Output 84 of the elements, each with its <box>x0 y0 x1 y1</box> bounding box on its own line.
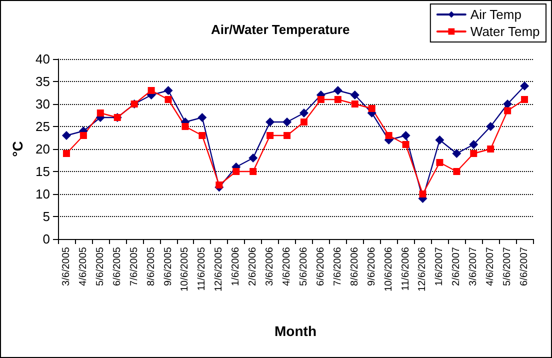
point <box>232 168 240 175</box>
point <box>487 146 494 152</box>
point <box>96 110 104 116</box>
x-tick-label: 10/6/2005 <box>180 246 191 292</box>
x-tick-label: 8/6/2006 <box>349 246 360 286</box>
x-tick-label: 9/6/2005 <box>162 246 174 286</box>
point <box>182 123 189 130</box>
x-tick-label: 7/6/2006 <box>332 246 344 286</box>
x-tick-label: 8/6/2005 <box>146 246 157 286</box>
point <box>198 113 207 122</box>
point <box>504 107 512 114</box>
point <box>80 132 87 139</box>
point <box>435 136 444 144</box>
point <box>266 132 274 139</box>
y-tick-label: 20 <box>36 142 50 156</box>
point <box>385 132 392 139</box>
chart-title: Air/Water Temperature <box>211 22 350 37</box>
y-tick-label: 30 <box>36 96 50 112</box>
point <box>300 118 308 126</box>
point <box>62 150 70 157</box>
point <box>284 132 291 139</box>
y-tick-label: 0 <box>42 232 50 246</box>
y-tick-label: 40 <box>36 52 50 66</box>
point <box>436 159 444 166</box>
x-tick-label: 2/6/2006 <box>248 246 259 286</box>
x-tick-label: 10/6/2006 <box>383 246 394 292</box>
x-tick-label: 7/6/2005 <box>128 246 140 286</box>
x-tick-label: 12/6/2005 <box>214 246 225 292</box>
point <box>317 96 324 103</box>
x-tick-label: 3/6/2005 <box>60 246 72 286</box>
x-tick-label: 5/6/2007 <box>502 246 514 286</box>
x-tick-label: 1/6/2006 <box>230 246 242 286</box>
point <box>62 131 71 140</box>
x-tick-label: 5/6/2006 <box>298 246 310 286</box>
y-tick-label: 10 <box>36 186 50 202</box>
point <box>452 149 462 158</box>
x-tick-label: 6/6/2005 <box>112 246 123 286</box>
point <box>334 96 342 103</box>
y-tick-label: 5 <box>42 209 50 224</box>
y-axis-title: °C <box>10 141 26 157</box>
point <box>266 118 275 126</box>
x-tick-label: 5/6/2005 <box>94 246 106 286</box>
point <box>486 122 496 131</box>
point <box>521 96 528 103</box>
point <box>164 96 172 103</box>
point <box>469 140 478 149</box>
point <box>333 86 342 95</box>
point <box>250 168 257 175</box>
y-tick-label: 35 <box>36 74 50 89</box>
point <box>351 100 358 108</box>
legend-label: Air Temp <box>470 7 522 22</box>
point <box>368 105 376 112</box>
point <box>216 182 223 188</box>
x-tick-label: 6/6/2006 <box>315 246 326 286</box>
x-tick-label: 11/6/2005 <box>196 246 208 291</box>
y-tick-label: 25 <box>36 119 50 134</box>
point <box>148 87 155 94</box>
point <box>164 86 173 95</box>
point <box>282 118 292 126</box>
point <box>299 108 308 118</box>
x-tick-label: 11/6/2006 <box>400 246 412 291</box>
point <box>503 100 512 108</box>
x-tick-label: 9/6/2006 <box>366 246 378 286</box>
point <box>419 190 426 198</box>
x-tick-label: 4/6/2006 <box>282 246 293 286</box>
x-tick-label: 1/6/2007 <box>434 246 446 286</box>
point <box>520 82 530 90</box>
x-tick-label: 2/6/2007 <box>451 246 462 286</box>
x-tick-label: 4/6/2005 <box>78 246 89 286</box>
x-axis-title: Month <box>274 323 316 339</box>
point <box>248 154 258 162</box>
point <box>198 132 206 139</box>
x-tick-label: 6/6/2007 <box>519 246 530 286</box>
point <box>453 168 460 175</box>
y-tick-label: 15 <box>36 164 50 179</box>
x-tick-label: 12/6/2006 <box>417 246 428 292</box>
x-tick-label: 3/6/2006 <box>264 246 276 286</box>
point <box>350 90 360 100</box>
point <box>401 131 410 140</box>
x-tick-label: 3/6/2007 <box>468 246 480 286</box>
point <box>470 150 478 157</box>
legend-label: Water Temp <box>470 24 540 39</box>
point <box>402 141 410 148</box>
x-tick-label: 4/6/2007 <box>485 246 496 286</box>
